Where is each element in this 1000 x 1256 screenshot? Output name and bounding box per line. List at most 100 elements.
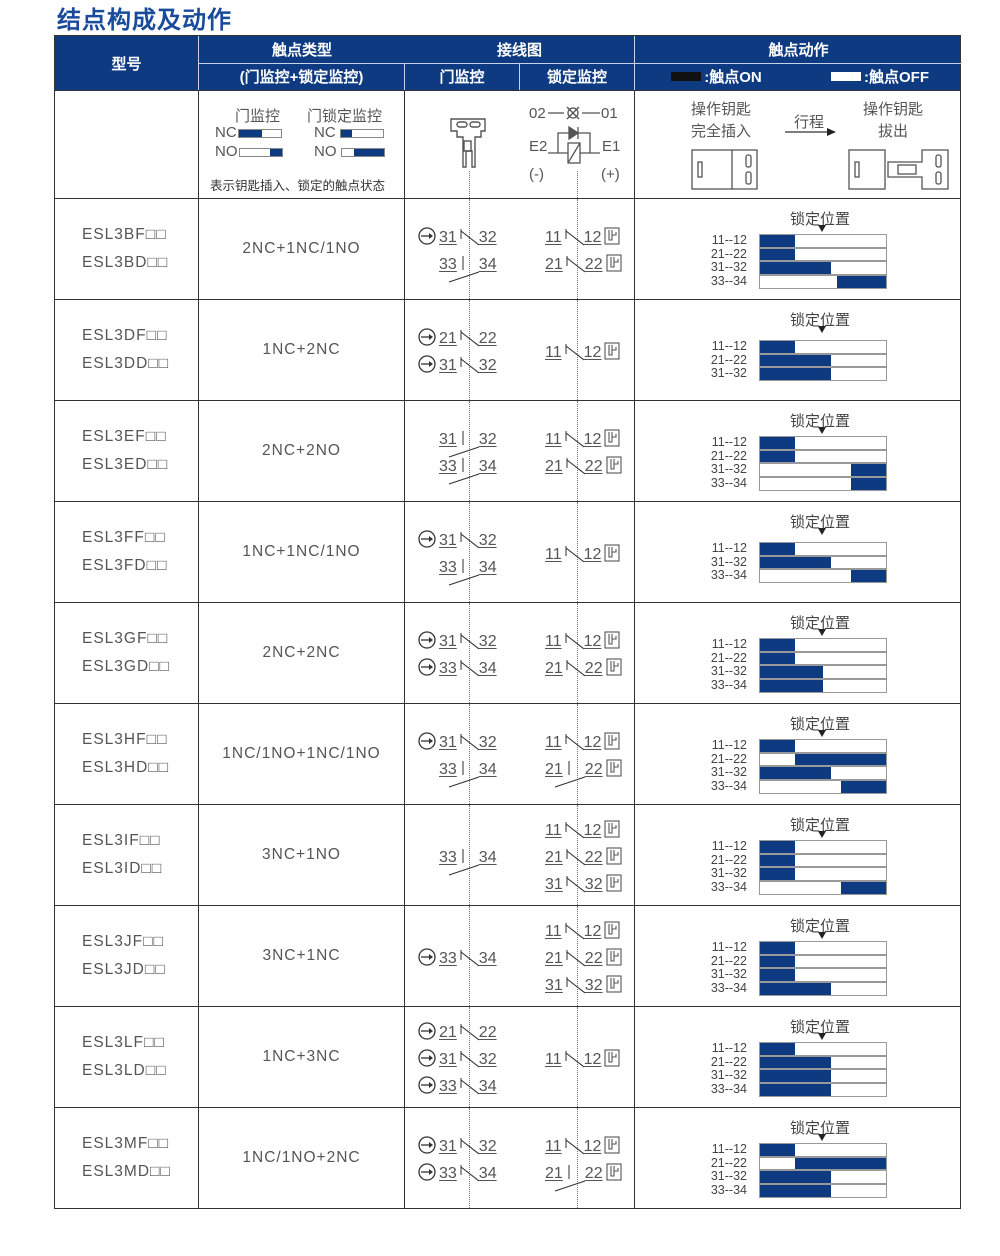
timing-bar [759, 367, 887, 382]
model-row: ESL3EF□□ ESL3ED□□ 2NC+2NO 31 32 33 34 11 12 21… [55, 400, 960, 501]
contact-type: 2NC+2NO [262, 442, 341, 459]
terminal: 11 [545, 431, 562, 448]
nc-contact-icon [460, 330, 479, 347]
door-contact: 31 32 [417, 1046, 497, 1069]
timing-label: 33--34 [710, 981, 747, 996]
key-removed-line2: 拔出 [878, 123, 909, 140]
model-name: ESL3DF□□ [82, 327, 168, 344]
solenoid-lock-icon [604, 227, 620, 245]
timing-bar [759, 1069, 887, 1084]
timing-label: 33--34 [710, 476, 747, 491]
terminal: 34 [478, 559, 497, 576]
door-contact: 33 34 [417, 554, 497, 586]
timing-label: 11--12 [711, 738, 747, 752]
nc-contact-icon [566, 976, 585, 993]
nc-contact-icon [565, 1050, 584, 1067]
terminal: 11 [545, 343, 562, 361]
lock-contact: 11 12 [545, 426, 622, 449]
timing-bar [759, 569, 887, 584]
timing-bar [759, 1055, 887, 1070]
model-name: ESL3GF□□ [82, 630, 169, 647]
on-segment [795, 753, 886, 766]
solenoid-lock-icon [606, 254, 622, 272]
timing-bar [759, 766, 887, 781]
terminal: 21 [545, 458, 563, 475]
nc-contact-icon [460, 1023, 479, 1040]
timing-label: 31--32 [710, 866, 747, 881]
solenoid-lock-icon [604, 1136, 620, 1154]
nc-contact-icon [565, 821, 584, 838]
lock-position-marker-icon [818, 629, 826, 636]
nc-contact-icon [460, 1050, 479, 1067]
nc-contact-icon [460, 949, 479, 966]
nc-contact-icon [565, 734, 584, 751]
header-action: 触点动作 [768, 42, 829, 59]
terminal: 12 [583, 545, 602, 563]
plus-label: (+) [601, 166, 620, 183]
terminal: 33 [439, 949, 457, 967]
legend-lock-monitor: 门锁定监控 [307, 108, 383, 125]
solenoid-lock-icon [604, 732, 620, 750]
terminal: 11 [545, 633, 562, 650]
terminal: 32 [478, 431, 497, 448]
on-segment [760, 854, 796, 867]
nc-contact-icon [460, 532, 479, 549]
terminal: 32 [584, 976, 603, 994]
timing-chart: 锁定位置 11--12 21--22 31--32 [635, 300, 962, 400]
terminal: 11 [545, 1138, 562, 1155]
door-contact: 33 34 [417, 251, 497, 283]
on-segment [850, 570, 886, 583]
timing-label: 11--12 [711, 435, 747, 449]
terminal: 22 [584, 660, 603, 677]
no-contact-icon [448, 761, 479, 788]
no-door-swatch [238, 147, 283, 157]
lock-position-label: 锁定位置 [790, 817, 851, 834]
timing-label: 31--32 [710, 765, 747, 780]
terminal: 32 [478, 734, 497, 751]
timing-label: 11--12 [711, 839, 747, 853]
positive-opening-icon [418, 631, 436, 649]
nc-contact-icon [460, 1165, 479, 1182]
positive-opening-icon [418, 1136, 436, 1154]
terminal: 22 [478, 1023, 497, 1041]
model-row: ESL3MF□□ ESL3MD□□ 1NC/1NO+2NC 31 32 33 34 11… [55, 1107, 960, 1208]
lock-position-marker-icon [818, 326, 826, 333]
nc-label: NC [314, 124, 336, 141]
nc-contact-icon [565, 922, 584, 939]
nc-contact-icon [460, 660, 479, 677]
model-name: ESL3FD□□ [82, 557, 168, 574]
model-names: ESL3DF□□ ESL3DD□□ [55, 300, 198, 400]
terminal: 22 [584, 256, 603, 273]
on-segment [760, 969, 796, 982]
terminal: 33 [439, 458, 457, 475]
off-label: :触点OFF [864, 69, 929, 86]
key-icon [450, 118, 486, 168]
door-contact: 21 22 [417, 1019, 497, 1042]
lock-position-marker-icon [818, 730, 826, 737]
nc-contact-icon [566, 660, 585, 677]
model-names: ESL3MF□□ ESL3MD□□ [55, 1108, 198, 1208]
timing-bar [759, 247, 887, 262]
solenoid-lock-icon [604, 1048, 620, 1067]
model-row: ESL3JF□□ ESL3JD□□ 3NC+1NC 33 34 11 12 21 22 31… [55, 905, 960, 1006]
lock-contact: 21 22 [545, 844, 622, 867]
timing-label: 33--34 [710, 678, 747, 693]
timing-bar [759, 353, 887, 368]
timing-bar [759, 234, 887, 248]
lock-position-label: 锁定位置 [790, 1019, 851, 1036]
lock-position-marker-icon [818, 427, 826, 434]
timing-bar [759, 780, 887, 794]
door-contact: 31 32 [417, 628, 497, 651]
timing-label: 21--22 [710, 1054, 747, 1069]
lock-position-marker-icon [818, 225, 826, 232]
door-contact: 33 34 [417, 844, 497, 876]
state-legend: 门监控 门锁定监控 NC NO NC NO 表示钥匙插入、锁定的触点状态 [199, 91, 405, 198]
lock-contact: 21 22 [545, 1160, 622, 1192]
terminal: 21 [545, 949, 563, 967]
key-inserted-line1: 操作钥匙 [691, 101, 752, 118]
terminal: 31 [439, 357, 457, 374]
model-names: ESL3FF□□ ESL3FD□□ [55, 502, 198, 602]
lock-contact: 11 12 [545, 541, 620, 564]
timing-bar [759, 1156, 887, 1171]
lock-position-label: 锁定位置 [790, 413, 851, 430]
